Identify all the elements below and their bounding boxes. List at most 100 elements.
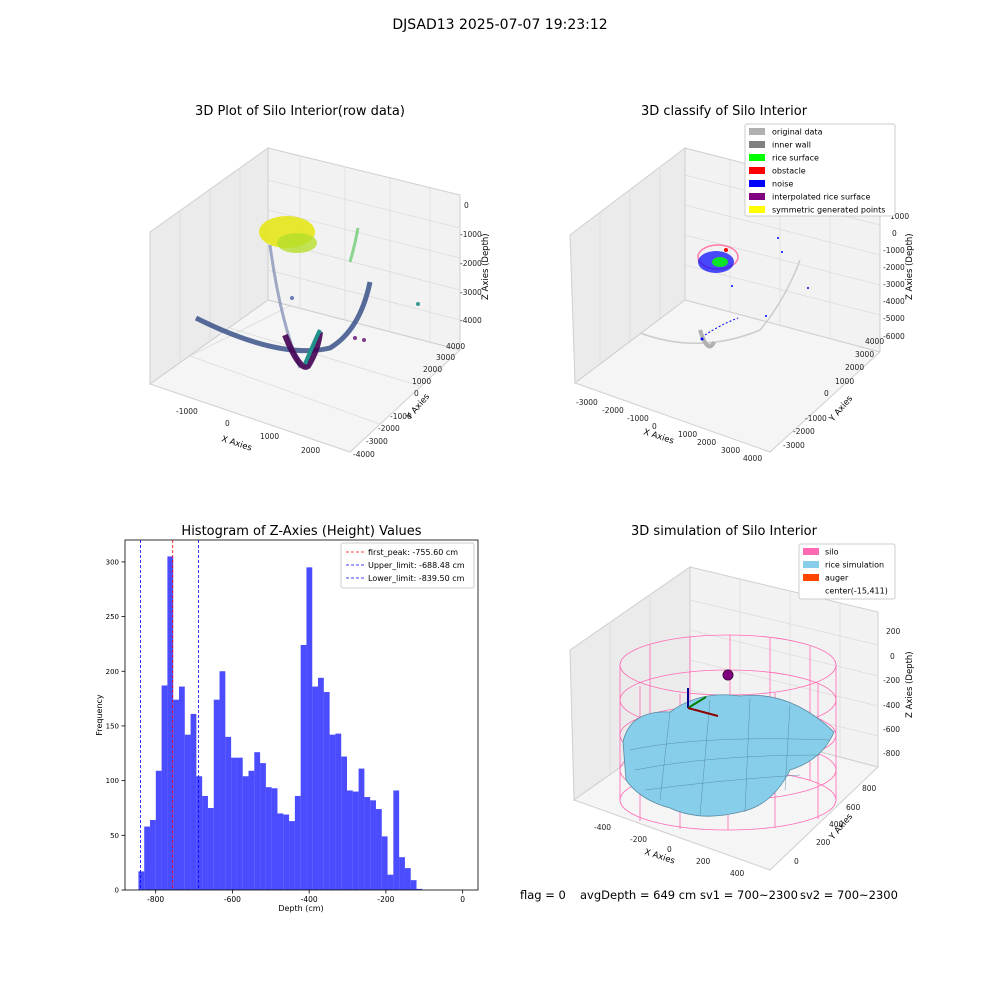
classify-legend-swatch	[749, 193, 765, 200]
histogram-bar	[150, 820, 156, 890]
histogram-bar	[196, 776, 203, 890]
classify-xtick: -2000	[602, 406, 624, 415]
histogram-bar	[381, 836, 388, 890]
sv1-readout: sv1 = 700~2300	[700, 888, 798, 902]
sim-ytick: 0	[794, 857, 799, 866]
sim-ytick: 800	[862, 784, 877, 793]
rice-surface-mesh	[629, 697, 831, 816]
classify-ztick: 1000	[890, 212, 909, 221]
raw-ytick: 0	[414, 389, 419, 398]
histogram-bar	[283, 814, 290, 890]
simulation-3d-plot[interactable]: 200 0 -200 -400 -600 -800 -400 -200 0 20…	[500, 0, 1000, 1000]
classify-legend-swatch	[749, 128, 765, 135]
histogram-bar	[167, 556, 174, 890]
classify-legend-swatch	[749, 180, 765, 187]
simulation-legend-label: center(-15,411)	[825, 587, 888, 596]
classify-ztick: -5000	[883, 314, 905, 323]
classify-ztick: 0	[892, 229, 897, 238]
simulation-legend-swatch	[803, 561, 819, 568]
histogram-xaxis: -800 -600 -400 -200 0	[147, 890, 465, 904]
classify-legend-swatch	[749, 167, 765, 174]
raw-ytick: -2000	[378, 424, 400, 433]
histogram-bar	[242, 776, 249, 890]
rice-simulation-surface	[622, 694, 835, 817]
histogram-bar	[370, 800, 376, 890]
histogram-bar	[231, 757, 237, 890]
histogram-ytick-label: 50	[110, 832, 119, 840]
histogram-bar	[364, 797, 371, 890]
classify-legend-label: original data	[772, 128, 823, 137]
classify-xtick: 4000	[743, 454, 762, 463]
histogram-bar	[178, 686, 185, 890]
classify-rice-surface	[712, 257, 728, 267]
classify-original-bottom	[698, 329, 716, 349]
histogram-ytick-label: 300	[106, 558, 119, 566]
histogram-title: Histogram of Z-Axies (Height) Values	[181, 524, 422, 539]
sim-xtick: -200	[630, 835, 647, 844]
raw-ztick: -4000	[460, 316, 482, 325]
histogram-bar	[144, 826, 151, 890]
histogram-bar	[312, 686, 319, 890]
histogram-bar	[323, 692, 330, 890]
histogram-bar	[341, 756, 348, 890]
sim-ytick: 600	[846, 803, 861, 812]
histogram-bar	[352, 791, 359, 890]
histogram-bar	[294, 795, 301, 890]
classify-ytick: 3000	[855, 350, 874, 359]
classify-original-arc	[639, 259, 801, 344]
raw-ytick: 2000	[423, 365, 442, 374]
raw-ytick: 3000	[436, 353, 455, 362]
classify-xtick: 1000	[678, 430, 697, 439]
histogram-bar	[335, 733, 342, 890]
classify-legend-label: interpolated rice surface	[772, 193, 870, 202]
histogram-bar	[375, 809, 382, 890]
classify-ytick: -1000	[805, 414, 827, 423]
histogram-bar	[358, 768, 365, 890]
classify-ztick: -1000	[883, 246, 905, 255]
histogram-bar	[399, 857, 405, 890]
histogram-bar	[155, 770, 162, 890]
histogram-bar	[289, 821, 295, 890]
classify-ytick: -3000	[783, 441, 805, 450]
histogram-bar	[190, 713, 197, 890]
classify-legend-label: noise	[772, 180, 793, 189]
classify-3d-plot[interactable]: 1000 0 -1000 -2000 -3000 -4000 -5000 -60…	[500, 0, 1000, 500]
raw-ytick: -4000	[353, 450, 375, 459]
simulation-legend-label: auger	[825, 574, 849, 583]
histogram-legend: first_peak: -755.60 cm Upper_limit: -688.…	[340, 542, 475, 589]
classify-ytick: 1000	[835, 377, 854, 386]
classify-ytick: 4000	[865, 337, 884, 346]
raw-surface-blob-shade	[277, 233, 317, 253]
simulation-legend-swatch	[803, 574, 819, 581]
histogram-bar	[271, 788, 278, 890]
histogram-bar	[300, 645, 307, 890]
histogram-bar	[416, 888, 423, 890]
raw-3d-plot[interactable]: 0 -1000 -2000 -3000 -4000 -1000 0 1000 2…	[0, 0, 500, 500]
histogram-bar	[184, 734, 191, 890]
histogram-bar	[277, 813, 284, 890]
avg-depth-readout: avgDepth = 649 cm	[580, 888, 697, 902]
figure-title: DJSAD13 2025-07-07 19:23:12	[392, 17, 608, 33]
classify-xtick: 2000	[697, 438, 716, 447]
simulation-legend: silo rice simulation auger center(-15,411)	[798, 543, 896, 600]
histogram-bar	[213, 699, 220, 890]
classify-legend-swatch	[749, 154, 765, 161]
histogram-bar	[318, 677, 324, 890]
sim-ztick: -600	[883, 725, 900, 734]
histogram-xtick-label: -200	[377, 895, 394, 904]
histogram-xlabel: Depth (cm)	[278, 904, 323, 913]
raw-strand-green	[348, 227, 360, 263]
raw-xtick: 1000	[260, 432, 279, 441]
sim-ztick: 200	[886, 627, 901, 636]
simulation-plot-title: 3D simulation of Silo Interior	[631, 524, 817, 539]
raw-xtick: 2000	[301, 446, 320, 455]
classify-plot-title: 3D classify of Silo Interior	[640, 104, 808, 119]
histogram-frame	[124, 539, 479, 891]
histogram-legend-label: Upper_limit: -688.48 cm	[368, 561, 465, 570]
raw-ytick: -3000	[366, 437, 388, 446]
classify-ytick: 0	[824, 389, 829, 398]
histogram-legend-label: first_peak: -755.60 cm	[368, 548, 458, 557]
histogram-bar	[138, 871, 145, 890]
raw-ytick: 4000	[446, 342, 465, 351]
